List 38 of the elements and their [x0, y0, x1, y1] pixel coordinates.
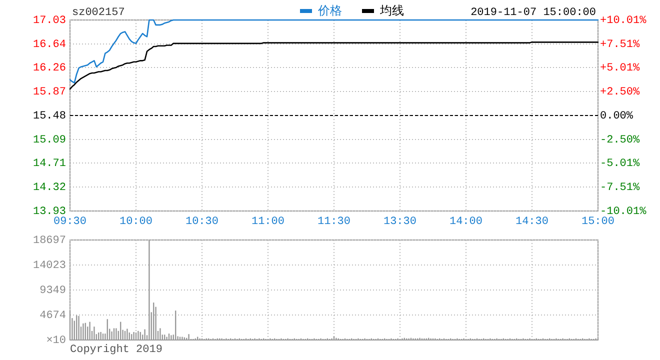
y-tick-label: 16.26 — [32, 62, 66, 74]
y-tick-label: 16.64 — [32, 38, 66, 51]
chart-subtitle: 2019-11-07 15:00:00 — [470, 7, 596, 19]
x-tick-label: 11:30 — [317, 216, 351, 228]
y-tick-label: 9349 — [40, 284, 66, 297]
x-tick-label: 13:30 — [383, 216, 417, 228]
y-tick-label: 15.09 — [32, 134, 66, 146]
y2-tick-label: -2.50% — [600, 134, 640, 146]
x-tick-label: 09:30 — [53, 216, 87, 228]
line-series — [69, 42, 599, 90]
y-tick-label: 14.32 — [32, 182, 66, 194]
y-tick-label: 18697 — [32, 234, 66, 247]
y-tick-label: 15.87 — [32, 86, 66, 98]
y-axis-title: ×10 — [46, 334, 66, 347]
y2-tick-label: -5.01% — [600, 158, 640, 170]
text: Copyright 2019 — [70, 344, 162, 356]
y2-tick-label: -10.01% — [600, 206, 647, 218]
legend-label: 价格 — [317, 3, 342, 18]
x-tick-label: 10:30 — [185, 216, 219, 228]
y2-tick-label: +7.51% — [600, 38, 640, 51]
y-tick-label: 4674 — [40, 310, 66, 322]
x-tick-label: 15:00 — [581, 216, 615, 228]
y2-tick-label: +5.01% — [600, 62, 640, 75]
y2-tick-label: +2.50% — [600, 86, 640, 99]
x-tick-label: 14:00 — [449, 216, 483, 228]
y-tick-label: 14023 — [32, 260, 66, 272]
y-tick-label: 15.48 — [32, 110, 66, 122]
y2-tick-label: 0.00% — [600, 110, 634, 122]
x-tick-label: 14:30 — [515, 216, 549, 228]
x-tick-label: 10:00 — [119, 216, 153, 228]
chart-title: sz002157 — [72, 7, 125, 19]
legend-label: 均线 — [379, 3, 404, 18]
y-tick-label: 17.03 — [32, 14, 66, 27]
y2-tick-label: -7.51% — [600, 182, 640, 194]
y-tick-label: 13.93 — [32, 206, 66, 218]
y-tick-label: 14.71 — [32, 158, 66, 170]
x-tick-label: 11:00 — [251, 216, 285, 228]
y2-tick-label: +10.01% — [600, 14, 647, 27]
